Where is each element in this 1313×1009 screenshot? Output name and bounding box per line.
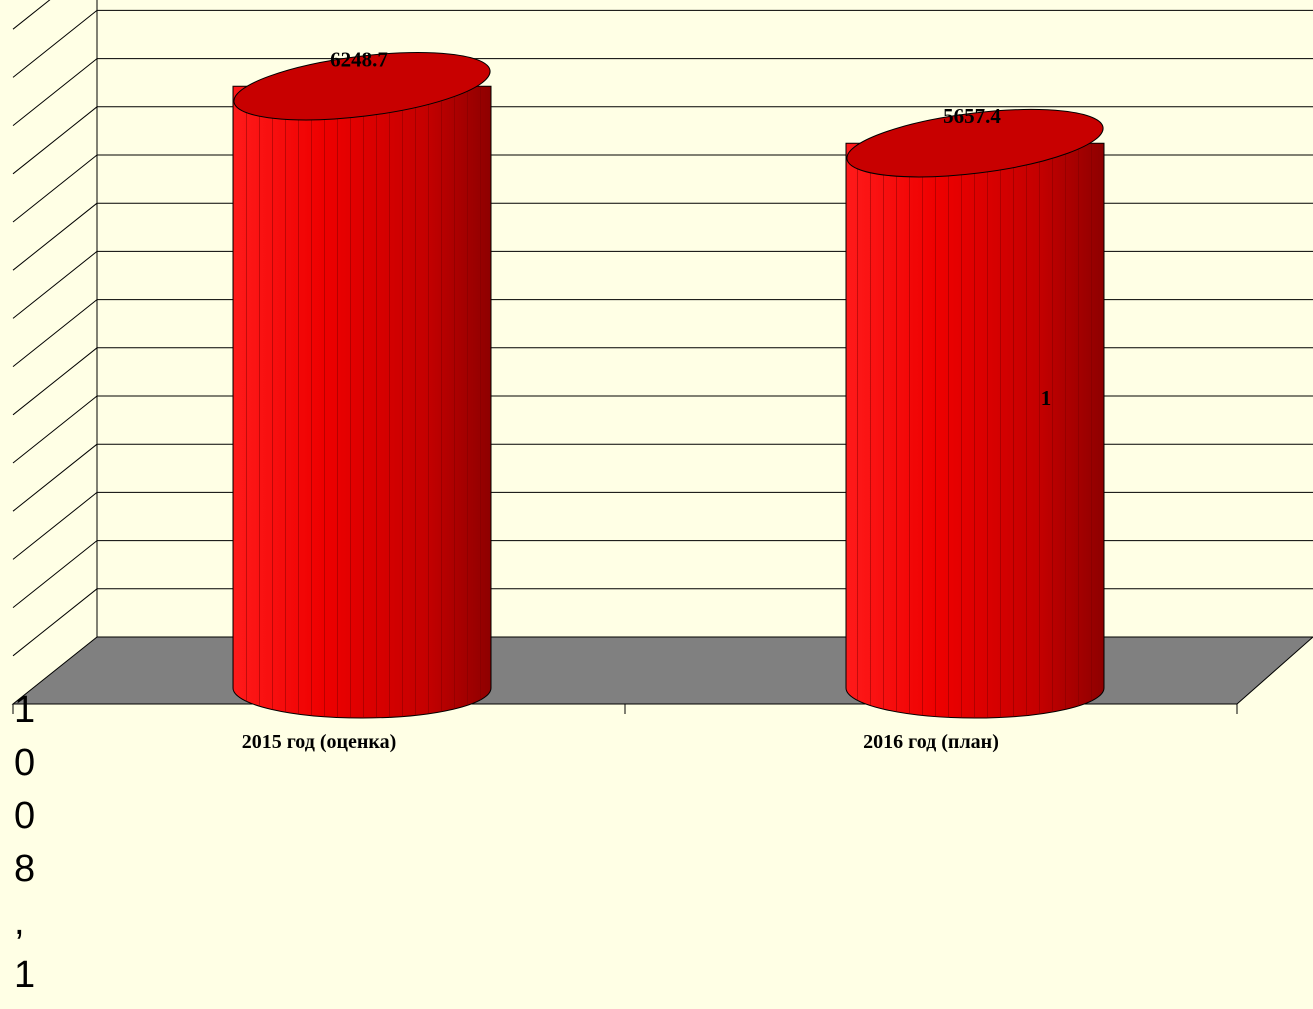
gridline-side (12, 0, 51, 30)
stray-char: 1 (14, 689, 36, 731)
gridline-side (12, 10, 98, 78)
gridline-side (12, 347, 98, 416)
stray-char: 1 (14, 954, 36, 996)
stray-char: , (14, 901, 25, 943)
stray-char: 0 (14, 742, 36, 784)
gridline-side (12, 395, 98, 464)
gridline-side (12, 588, 98, 657)
gridline-side (12, 443, 98, 512)
stray-text-column: 1 0 0 8 , 1 (14, 684, 54, 1002)
gridline-side (12, 58, 98, 126)
bars-layer: 6248.7 5657.4 (232, 47, 1105, 719)
gridline-side (12, 202, 98, 271)
data-label: 6248.7 (330, 47, 388, 71)
gridline-side (12, 251, 98, 319)
gridline-side (12, 106, 98, 175)
x-tick-label: 2015 год (оценка) (242, 731, 397, 753)
x-tick-label: 2016 год (план) (863, 731, 999, 753)
chart-floor (11, 636, 1313, 705)
stray-char: 0 (14, 795, 36, 837)
bar-shading (233, 86, 491, 718)
gridline-side (12, 154, 98, 223)
bar-shading (846, 143, 1104, 718)
bar (232, 52, 492, 719)
gridlines (12, 0, 1313, 657)
gridline-side (12, 492, 98, 560)
gridline-side (12, 540, 98, 608)
stray-char: 8 (14, 848, 36, 890)
bar-top (846, 109, 1104, 178)
bar-top (233, 52, 491, 121)
bar (845, 109, 1105, 719)
gridline-side (12, 299, 98, 367)
series-label: 1 (1041, 386, 1052, 410)
data-label: 5657.4 (943, 104, 1001, 128)
